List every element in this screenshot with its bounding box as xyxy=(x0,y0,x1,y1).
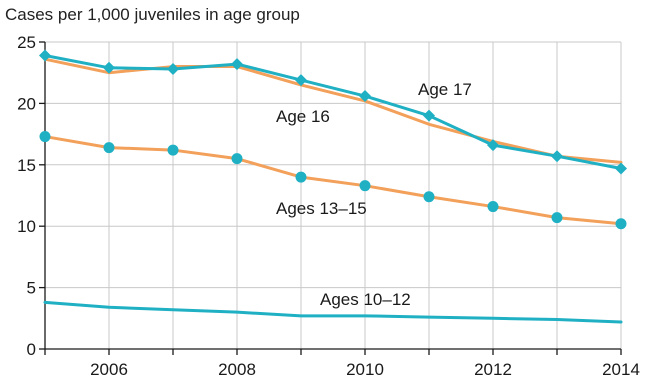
y-tick-label-15: 15 xyxy=(17,156,36,175)
point-s1-2008 xyxy=(231,153,243,165)
chart-title: Cases per 1,000 juveniles in age group xyxy=(5,5,300,24)
point-s1-2005 xyxy=(39,131,51,143)
y-tick-label-0: 0 xyxy=(27,340,36,359)
y-tick-label-5: 5 xyxy=(27,279,36,298)
x-tick-label-2014: 2014 xyxy=(602,360,640,379)
series-markers xyxy=(39,49,627,230)
point-s3-2012 xyxy=(487,139,499,152)
point-s1-2014 xyxy=(615,218,627,230)
series-labels: Age 17 Age 16 Ages 13–15 Ages 10–12 xyxy=(276,80,472,309)
series-line-2 xyxy=(43,57,623,164)
point-s3-2008 xyxy=(231,58,243,71)
point-s1-2006 xyxy=(103,142,115,154)
series-lines xyxy=(43,54,623,324)
point-s1-2009 xyxy=(295,171,307,183)
series-line-3 xyxy=(43,54,623,170)
point-s3-2013 xyxy=(551,150,563,163)
point-s3-2006 xyxy=(103,61,115,74)
series-line-0 xyxy=(43,300,623,324)
axes: 0 5 10 15 20 25 2006 2008 2010 2012 2014 xyxy=(17,33,640,379)
series-label-1: Ages 13–15 xyxy=(276,199,367,218)
y-tick-label-25: 25 xyxy=(17,33,36,52)
point-s1-2010 xyxy=(359,180,371,192)
x-tick-label-2008: 2008 xyxy=(218,360,256,379)
point-s1-2011 xyxy=(423,191,435,203)
point-s1-2007 xyxy=(167,144,179,156)
series-label-3: Age 17 xyxy=(418,80,472,99)
x-tick-label-2006: 2006 xyxy=(90,360,128,379)
series-label-2: Age 16 xyxy=(276,107,330,126)
point-s1-2013 xyxy=(551,212,563,224)
point-s3-2011 xyxy=(423,109,435,122)
y-tick-label-10: 10 xyxy=(17,217,36,236)
point-s1-2012 xyxy=(487,201,499,213)
series-label-0: Ages 10–12 xyxy=(320,290,411,309)
point-s3-2014 xyxy=(615,162,627,175)
x-tick-label-2010: 2010 xyxy=(346,360,384,379)
point-s3-2010 xyxy=(359,90,371,103)
series-line-1 xyxy=(43,135,623,226)
y-tick-label-20: 20 xyxy=(17,94,36,113)
point-s3-2009 xyxy=(295,74,307,87)
grid xyxy=(45,41,622,349)
x-tick-label-2012: 2012 xyxy=(474,360,512,379)
point-s3-2005 xyxy=(39,49,51,62)
point-s3-2007 xyxy=(167,63,179,76)
